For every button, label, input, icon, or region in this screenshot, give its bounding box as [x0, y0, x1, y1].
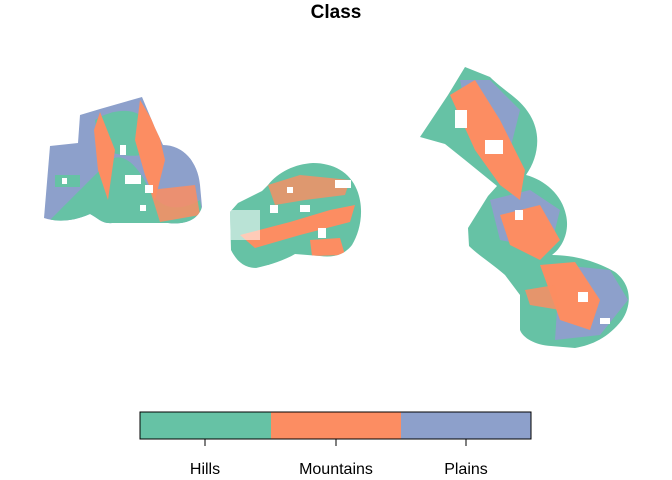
region-west: [44, 97, 202, 224]
legend-label-plains: Plains: [444, 461, 488, 478]
region-east: [420, 67, 629, 348]
map-title: Class: [310, 2, 362, 23]
legend-label-mountains: Mountains: [299, 461, 373, 478]
legend-swatch-mountains: [271, 412, 401, 439]
legend: Hills Mountains Plains: [139, 411, 532, 478]
legend-label-hills: Hills: [190, 461, 220, 478]
legend-swatch-hills: [140, 412, 271, 439]
region-central: [230, 163, 362, 268]
legend-swatch-plains: [401, 412, 531, 439]
